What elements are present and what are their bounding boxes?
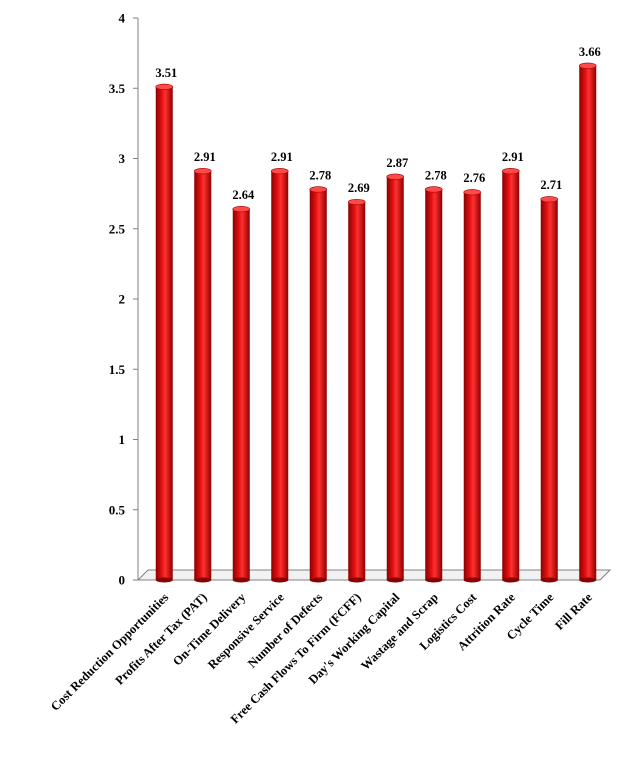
- bar-body: [309, 189, 327, 580]
- bar: [386, 173, 405, 583]
- bar-body: [386, 176, 404, 580]
- bar-body: [463, 192, 481, 580]
- bar: [232, 205, 251, 583]
- data-label: 2.71: [540, 178, 562, 192]
- bar: [309, 186, 328, 583]
- bar-base: [540, 577, 558, 583]
- data-label: 2.76: [463, 171, 485, 185]
- y-tick-label: 1: [119, 432, 126, 447]
- bar: [270, 168, 289, 583]
- chart-axes: 0 0.5 1 1.5 2 2.5 3 3.5 4: [109, 11, 612, 588]
- bar-top: [193, 168, 212, 175]
- bar-top: [578, 62, 597, 69]
- bar: [347, 198, 366, 583]
- bar-base: [386, 577, 404, 583]
- bar-base: [463, 577, 481, 583]
- bar-top: [501, 168, 520, 175]
- data-label: 2.78: [309, 168, 331, 182]
- y-tick-label: 2: [119, 292, 126, 307]
- y-tick-label: 0: [119, 573, 126, 588]
- data-label: 2.87: [386, 156, 408, 170]
- y-tick-label: 3: [119, 151, 126, 166]
- bar-top: [463, 189, 482, 196]
- bar-top: [309, 186, 328, 193]
- bar-top: [386, 173, 405, 180]
- bar-base: [579, 577, 597, 583]
- data-label: 2.78: [425, 168, 447, 182]
- y-tick-label: 0.5: [109, 502, 126, 517]
- y-tick-label: 1.5: [109, 362, 126, 377]
- bar-body: [540, 199, 558, 580]
- y-tick-label: 3.5: [109, 81, 126, 96]
- bar-base: [309, 577, 327, 583]
- data-label: 2.91: [194, 150, 216, 164]
- x-tick-label: Fill Rate: [552, 590, 595, 633]
- bar-body: [155, 86, 173, 580]
- bar-body: [194, 171, 212, 580]
- y-tick-label: 2.5: [109, 221, 126, 236]
- bar-body: [502, 171, 520, 580]
- data-label: 2.91: [271, 150, 293, 164]
- data-label: 2.69: [348, 181, 370, 195]
- bar-base: [425, 577, 443, 583]
- data-label: 3.51: [155, 66, 177, 80]
- bar-body: [232, 209, 250, 580]
- bar: [155, 83, 174, 583]
- bar-base: [232, 577, 250, 583]
- data-label: 2.91: [502, 150, 524, 164]
- bar-base: [194, 577, 212, 583]
- bar-body: [425, 189, 443, 580]
- bar-base: [155, 577, 173, 583]
- bar: [193, 168, 212, 583]
- data-label: 3.66: [579, 45, 601, 59]
- chart-floor: [136, 569, 612, 581]
- bar-base: [348, 577, 366, 583]
- bar: [501, 168, 520, 583]
- bar: [540, 196, 559, 583]
- bar-top: [424, 186, 443, 193]
- bar-base: [271, 577, 289, 583]
- chart-bars: [155, 62, 597, 583]
- bar: [578, 62, 597, 583]
- bar-top: [540, 196, 559, 203]
- bar-base: [502, 577, 520, 583]
- bar: [424, 186, 443, 583]
- bar-body: [271, 171, 289, 580]
- bar-top: [270, 168, 289, 175]
- bar-top: [155, 83, 174, 90]
- bar-top: [232, 205, 251, 213]
- data-label: 2.64: [232, 188, 255, 202]
- y-tick-label: 4: [119, 11, 126, 26]
- bar: [463, 189, 482, 583]
- bar-body: [579, 65, 597, 580]
- bar-body: [348, 202, 366, 580]
- bar-top: [347, 198, 366, 206]
